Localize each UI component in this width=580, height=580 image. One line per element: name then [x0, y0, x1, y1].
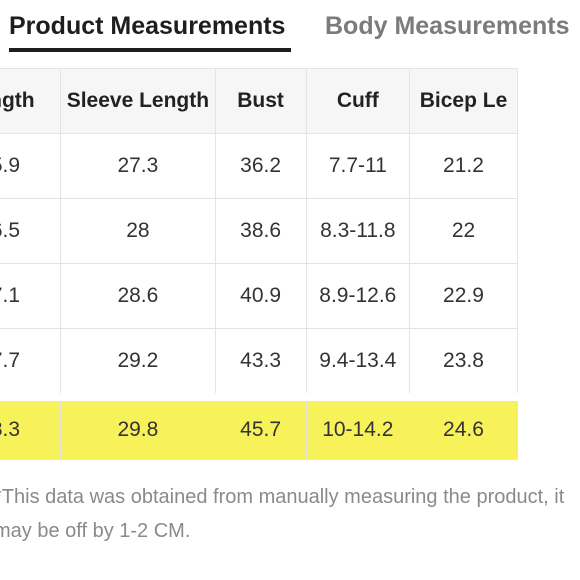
- measurement-tabs: Product Measurements Body Measurements: [0, 0, 580, 60]
- table-row: 17.7 29.2 43.3 9.4-13.4 23.8: [0, 328, 519, 398]
- cell-bust: 43.3: [214, 328, 307, 398]
- cell-bicep-length: 24.6: [408, 393, 519, 460]
- cell-length: 16.5: [0, 198, 62, 264]
- tab-body-measurements[interactable]: Body Measurements: [325, 12, 570, 40]
- header-sleeve-length: Sleeve Length: [60, 68, 216, 134]
- cell-bicep-length: 23.8: [408, 328, 519, 398]
- cell-bust: 40.9: [214, 263, 307, 329]
- cell-bicep-length: 22.9: [408, 263, 519, 329]
- table-row: 16.5 28 38.6 8.3-11.8 22: [0, 198, 519, 264]
- table-row: 15.9 27.3 36.2 7.7-11 21.2: [0, 133, 519, 199]
- cell-cuff: 8.9-12.6: [305, 263, 410, 329]
- cell-sleeve-length: 29.8: [60, 393, 216, 460]
- cell-length: 17.1: [0, 263, 62, 329]
- cell-bust: 38.6: [214, 198, 307, 264]
- header-length: Length: [0, 68, 62, 134]
- header-bicep-length: Bicep Le: [408, 68, 519, 134]
- cell-bicep-length: 22: [408, 198, 519, 264]
- table-row-highlighted: 18.3 29.8 45.7 10-14.2 24.6: [0, 393, 519, 460]
- cell-sleeve-length: 29.2: [60, 328, 216, 398]
- cell-length: 18.3: [0, 393, 62, 460]
- cell-cuff: 9.4-13.4: [305, 328, 410, 398]
- cell-sleeve-length: 28.6: [60, 263, 216, 329]
- table-row: 17.1 28.6 40.9 8.9-12.6 22.9: [0, 263, 519, 329]
- cell-cuff: 10-14.2: [305, 393, 410, 460]
- cell-bicep-length: 21.2: [408, 133, 519, 199]
- cell-cuff: 7.7-11: [305, 133, 410, 199]
- active-tab-underline: [9, 48, 291, 52]
- header-cuff: Cuff: [305, 68, 410, 134]
- size-table-container[interactable]: Length Sleeve Length Bust Cuff Bicep Le …: [0, 68, 580, 466]
- cell-length: 15.9: [0, 133, 62, 199]
- measurement-disclaimer: *This data was obtained from manually me…: [0, 486, 565, 542]
- cell-cuff: 8.3-11.8: [305, 198, 410, 264]
- table-header-row: Length Sleeve Length Bust Cuff Bicep Le: [0, 68, 519, 134]
- size-table: Length Sleeve Length Bust Cuff Bicep Le …: [0, 68, 519, 460]
- cell-sleeve-length: 28: [60, 198, 216, 264]
- cell-bust: 36.2: [214, 133, 307, 199]
- cell-length: 17.7: [0, 328, 62, 398]
- tab-product-measurements[interactable]: Product Measurements: [9, 12, 286, 40]
- cell-bust: 45.7: [214, 393, 307, 460]
- header-bust: Bust: [214, 68, 307, 134]
- cell-sleeve-length: 27.3: [60, 133, 216, 199]
